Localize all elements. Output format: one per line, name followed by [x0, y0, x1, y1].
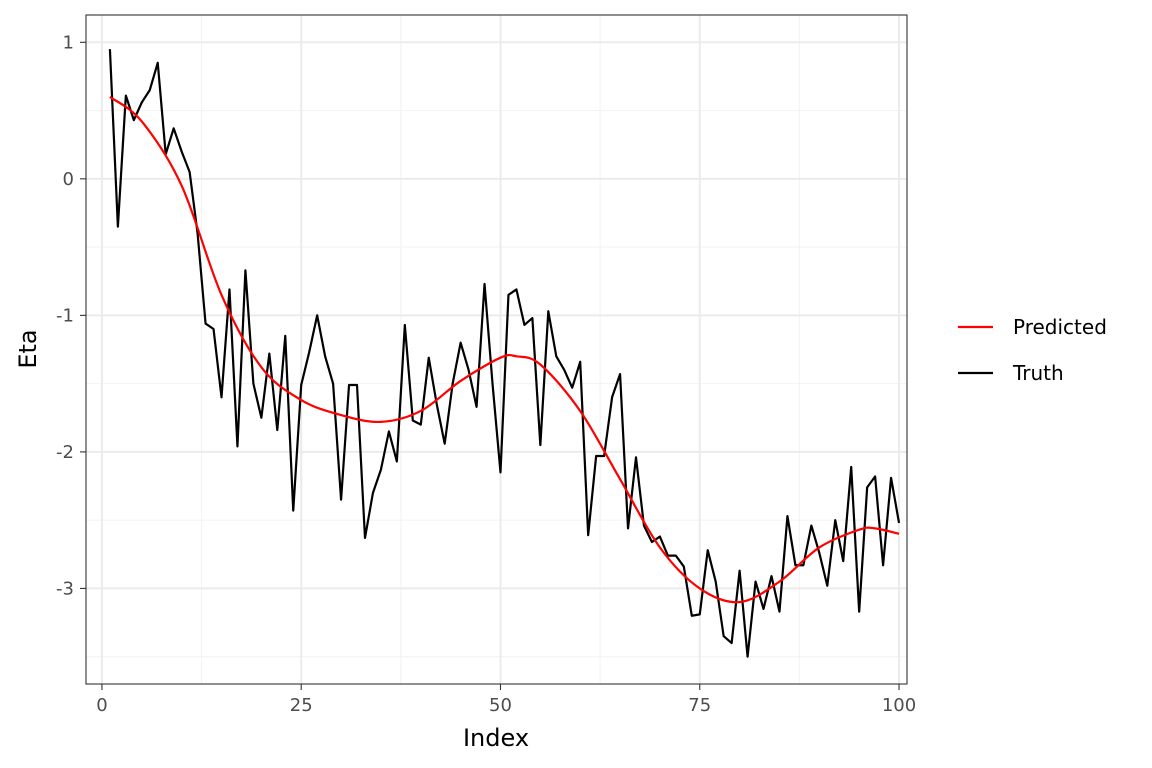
x-tick-label: 25 [290, 695, 313, 716]
x-tick-label: 75 [688, 695, 711, 716]
legend-label-predicted: Predicted [1013, 315, 1107, 339]
y-tick-label: 0 [63, 169, 74, 190]
x-tick-label: 50 [489, 695, 512, 716]
y-axis-title: Eta [14, 329, 42, 368]
plot-panel [86, 15, 907, 684]
series-layer [108, 49, 901, 658]
y-tick-label: -1 [56, 305, 74, 326]
plot-border [85, 14, 908, 685]
y-tick-label: -3 [56, 578, 74, 599]
y-tick-label: -2 [56, 442, 74, 463]
grid-major [86, 15, 907, 684]
y-tick-label: 1 [63, 32, 74, 53]
x-tick-label: 100 [882, 695, 916, 716]
series-line-truth [108, 49, 901, 658]
y-axis-ticks: 1 0 -1 -2 -3 [56, 32, 86, 599]
legend-label-truth: Truth [1012, 361, 1064, 385]
x-tick-label: 0 [96, 695, 107, 716]
series-line-predicted [109, 96, 900, 604]
legend: Predicted Truth [958, 315, 1107, 385]
x-axis-ticks: 0 25 50 75 100 [96, 684, 916, 716]
x-axis-title: Index [463, 724, 529, 752]
